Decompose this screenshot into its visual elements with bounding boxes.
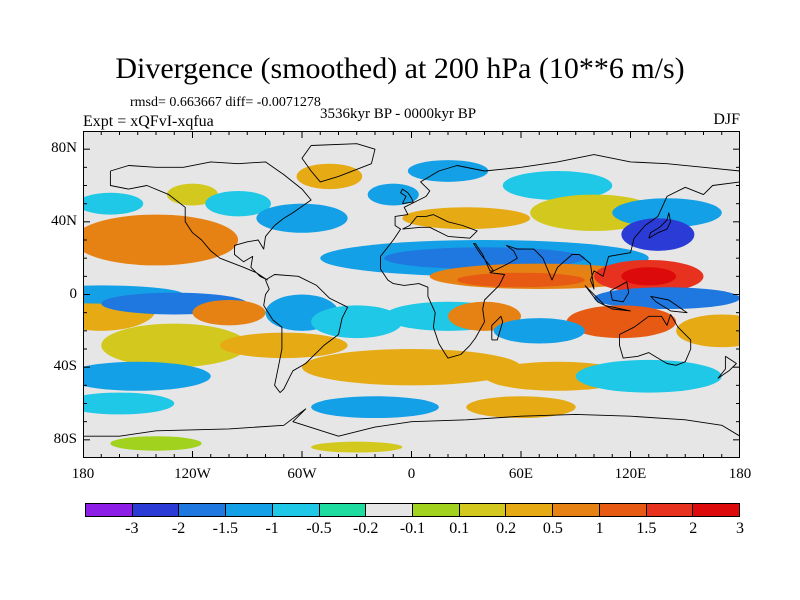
colorbar-label: 1.5 [636, 520, 657, 537]
map-panel [82, 131, 741, 458]
field-blob-17 [457, 272, 585, 288]
coastline-japan [648, 212, 672, 239]
coastline-australia [619, 314, 692, 366]
coastline-uk [400, 188, 414, 205]
colorbar-label: -0.2 [353, 520, 379, 537]
colorbar-label: 0.5 [542, 520, 563, 537]
field-blob-30 [311, 305, 403, 339]
field-blob-19 [621, 267, 677, 286]
divergence-map [82, 131, 741, 458]
period-label: 3536kyr BP - 0000kyr BP [320, 106, 477, 122]
field-blob-3 [166, 183, 219, 206]
colorbar-label: -0.1 [399, 520, 426, 537]
coastline-antarctica [83, 408, 740, 437]
lat-label: 40S [53, 358, 77, 375]
map-frame [83, 131, 740, 458]
rmsd-diff-stats: rmsd= 0.663667 diff= -0.0071278 [130, 95, 321, 110]
field-blob-8 [407, 160, 489, 182]
lon-label: 120E [614, 466, 647, 482]
lat-label: 80S [53, 430, 77, 447]
colorbar-cell-1 [132, 504, 180, 516]
field-blob-33 [493, 318, 585, 344]
lon-label: 60E [508, 466, 534, 482]
coastline-mediterranean [402, 214, 478, 239]
field-blob-4 [205, 190, 271, 217]
colorbar-cell-4 [272, 504, 320, 516]
field-blob-22 [676, 314, 740, 348]
colorbar-label: 1 [595, 520, 604, 537]
colorbar-cell-3 [226, 504, 273, 516]
map-title: Divergence (smoothed) at 200 hPa (10**6 … [115, 52, 685, 85]
lat-label: 0 [69, 285, 78, 302]
colorbar-cell-8 [459, 504, 507, 516]
field-blob-5 [256, 203, 348, 233]
coastline-borneo [609, 281, 630, 303]
colorbar-cell-6 [366, 504, 414, 516]
lon-label: 120W [174, 466, 211, 482]
colorbar-label: -0.5 [306, 520, 332, 537]
lat-label: 40N [51, 212, 77, 229]
field-blob-29 [219, 332, 348, 359]
field-blob-12 [621, 218, 695, 251]
divergence-field [83, 160, 740, 453]
coastline-north-america [109, 161, 312, 281]
colorbar-cell-7 [413, 504, 460, 516]
lon-label: 180 [728, 466, 752, 482]
field-blob-36 [575, 359, 722, 393]
coastline-new-zealand [717, 355, 737, 379]
colorbar-cell-0 [86, 504, 133, 516]
field-blob-20 [594, 287, 740, 310]
field-blob-2 [83, 192, 144, 215]
colorbar-cell-5 [319, 504, 367, 516]
field-blob-39 [311, 396, 439, 419]
colorbar-cell-10 [553, 504, 600, 516]
season-label: DJF [713, 111, 740, 128]
field-blob-42 [311, 441, 403, 453]
lon-label: 180 [71, 466, 95, 482]
field-blob-1 [83, 214, 239, 266]
coastline-madagascar [491, 315, 504, 341]
field-blob-11 [612, 198, 722, 228]
colorbar-label: -1.5 [212, 520, 239, 537]
colorbar-label: 0.1 [449, 520, 470, 537]
coastline-south-america [263, 274, 349, 394]
lon-label: 60W [287, 466, 317, 482]
field-blob-37 [83, 361, 211, 391]
colorbar-label: -2 [171, 520, 186, 537]
coastline-indonesia [584, 285, 631, 312]
field-blob-6 [296, 163, 363, 190]
field-blob-13 [402, 207, 531, 230]
colorbar-label: 2 [689, 520, 698, 537]
colorbar-label: -1 [265, 520, 279, 537]
field-blob-21 [566, 305, 677, 339]
colorbar [85, 503, 740, 517]
experiment-label: Expt = xQFvI-xqfua [83, 113, 214, 130]
lat-label: 80N [51, 140, 77, 157]
colorbar-label: 3 [736, 520, 744, 537]
field-blob-40 [466, 396, 576, 419]
colorbar-cell-12 [646, 504, 694, 516]
colorbar-cell-11 [599, 504, 647, 516]
colorbar-label: -3 [125, 520, 139, 537]
coastline-greenland [301, 143, 376, 183]
field-blob-7 [367, 183, 419, 206]
field-blob-27 [101, 323, 248, 368]
colorbar-cell-13 [693, 504, 740, 516]
colorbar-label: 0.2 [496, 520, 517, 537]
coastline-arabia-red-sea [473, 243, 495, 272]
coastline-africa-eurasia [380, 154, 740, 359]
coastlines [83, 143, 740, 437]
coastline-new-guinea [650, 295, 688, 314]
colorbar-cell-2 [179, 504, 227, 516]
field-blob-34 [302, 349, 521, 386]
field-blob-38 [83, 392, 175, 415]
field-blob-26 [192, 299, 266, 326]
field-blob-41 [110, 436, 202, 451]
colorbar-cell-9 [506, 504, 554, 516]
field-blob-9 [502, 170, 613, 201]
lon-label: 0 [407, 466, 416, 482]
